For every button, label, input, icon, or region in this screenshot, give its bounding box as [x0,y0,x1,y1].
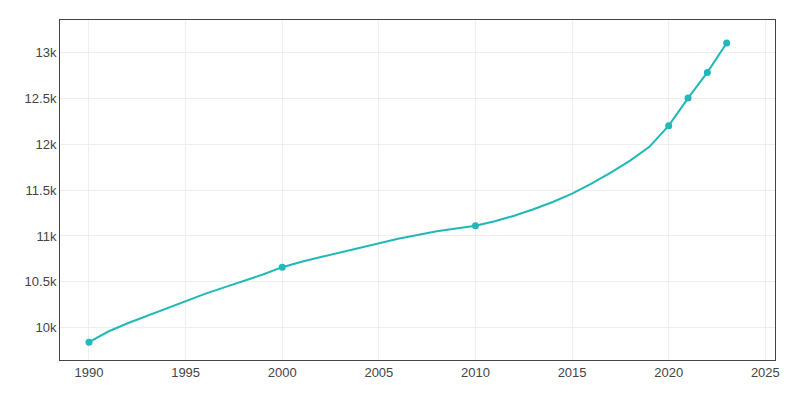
svg-text:10.5k: 10.5k [25,274,57,289]
svg-text:2015: 2015 [558,365,587,380]
svg-text:11k: 11k [36,229,56,244]
svg-text:2005: 2005 [364,365,393,380]
svg-text:2000: 2000 [268,365,297,380]
svg-text:2025: 2025 [751,365,780,380]
svg-text:1990: 1990 [75,365,104,380]
svg-text:12k: 12k [35,137,56,152]
svg-text:1995: 1995 [171,365,200,380]
svg-text:13k: 13k [35,45,56,60]
svg-text:11.5k: 11.5k [26,183,57,198]
svg-text:12.5k: 12.5k [25,91,57,106]
svg-text:2010: 2010 [461,365,490,380]
svg-text:10k: 10k [35,320,56,335]
svg-text:2020: 2020 [654,365,683,380]
